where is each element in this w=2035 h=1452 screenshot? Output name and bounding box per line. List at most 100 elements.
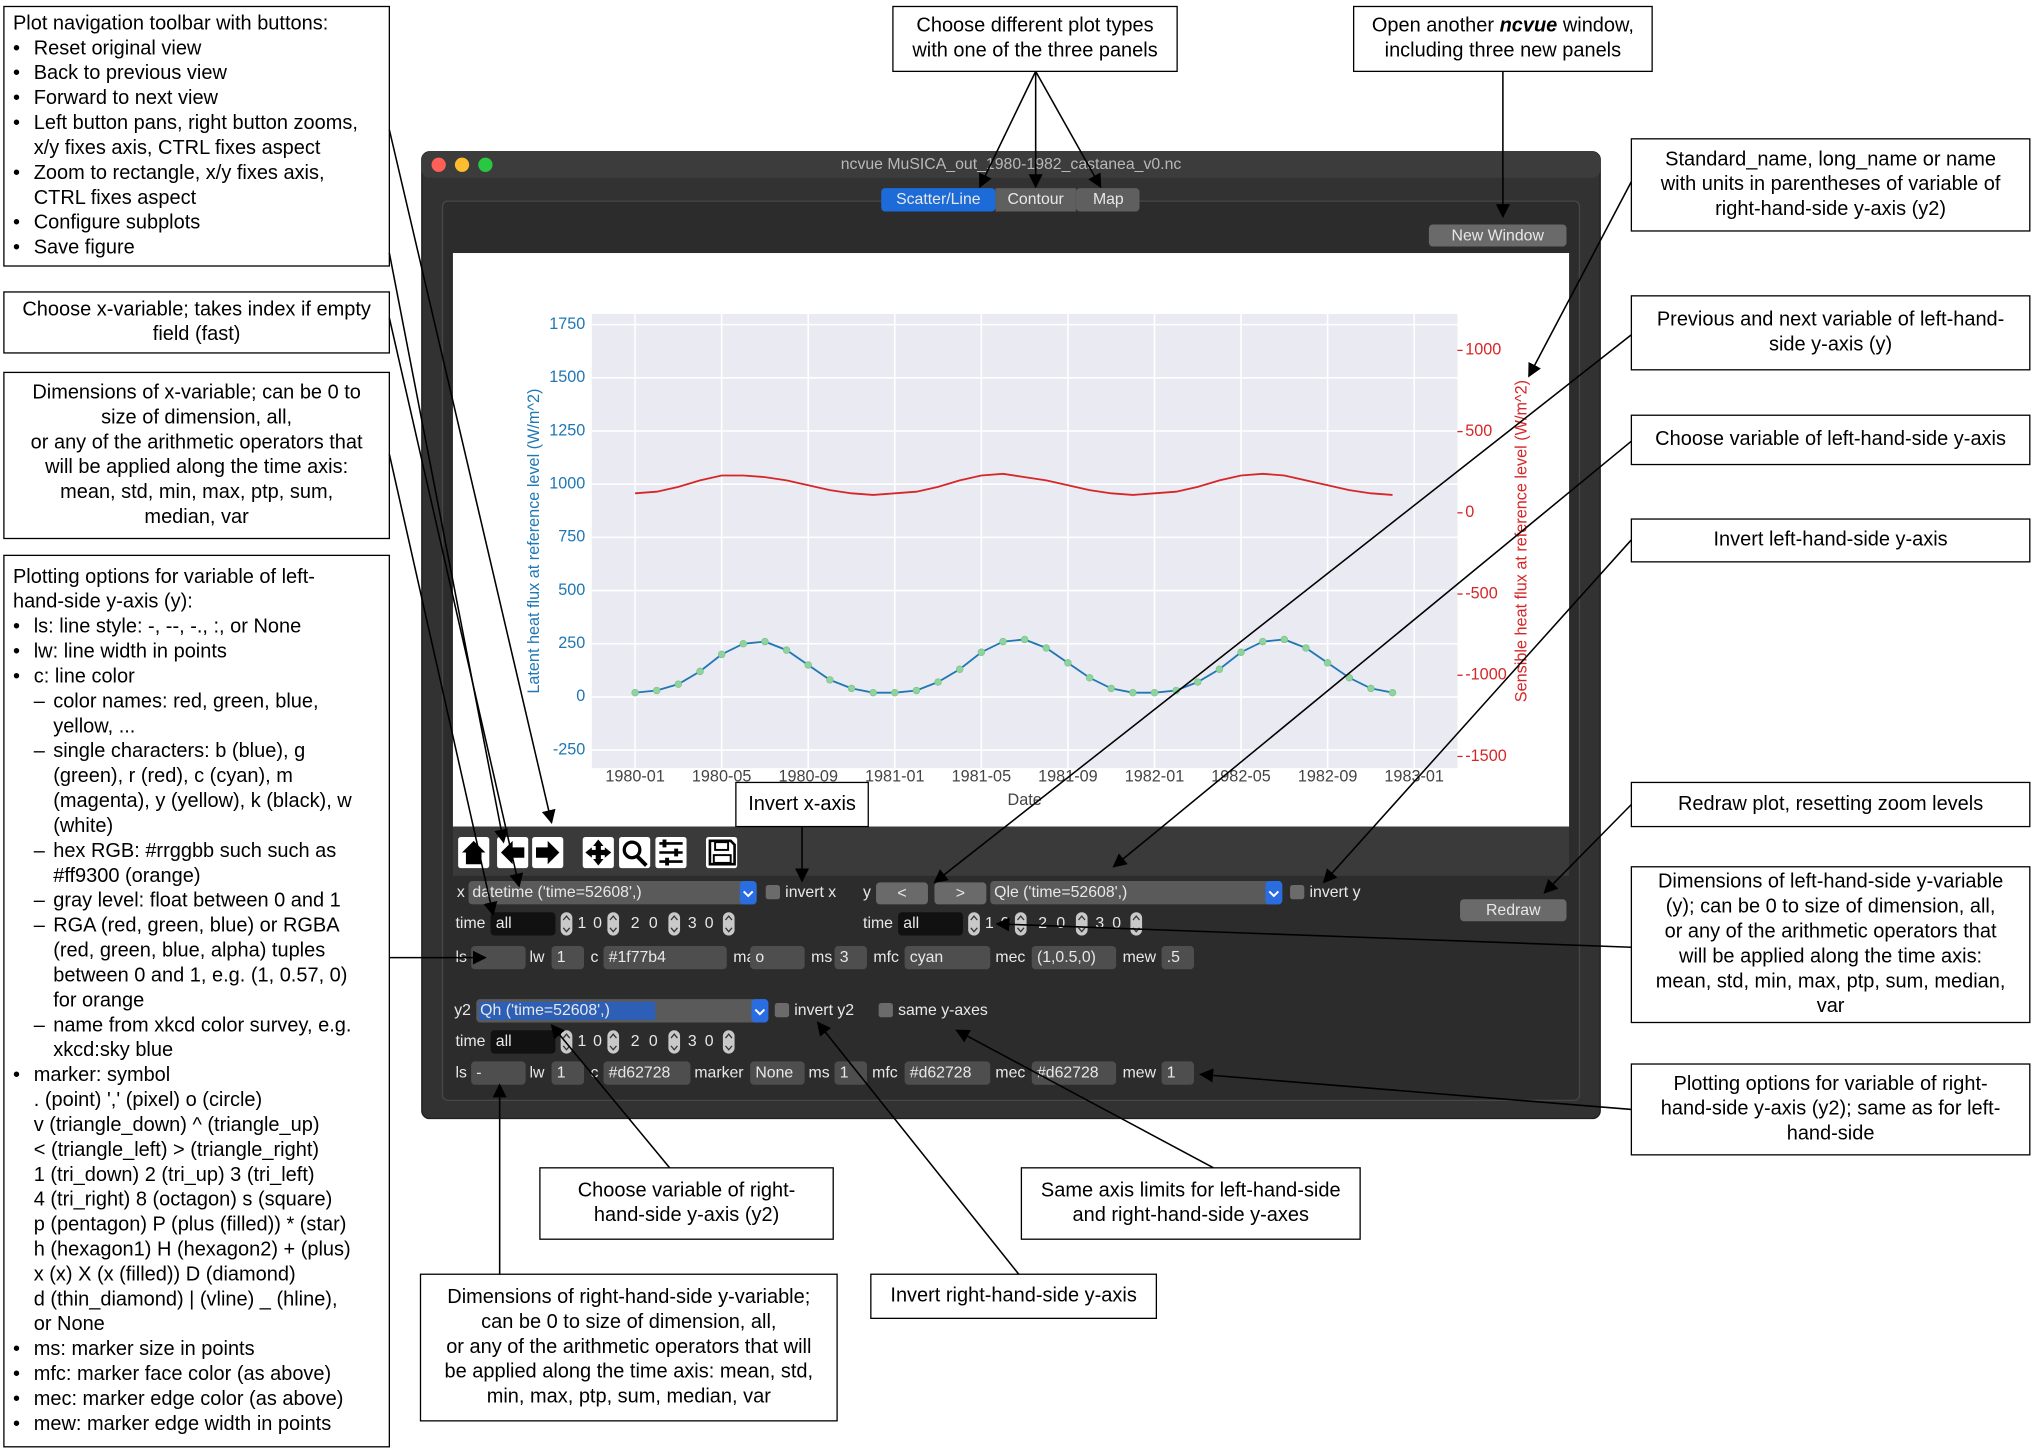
annotation-text: (red, green, blue, alpha) tuples bbox=[53, 940, 325, 962]
ui-label: 1 bbox=[557, 1064, 566, 1081]
tab[interactable] bbox=[995, 188, 1076, 212]
callout-arrow bbox=[995, 917, 1632, 949]
annotation-text: ms: marker size in points bbox=[34, 1338, 255, 1360]
annotation-text-part: Open another bbox=[1372, 15, 1500, 37]
annotation-text: with one of the three panels bbox=[911, 40, 1157, 62]
text-field[interactable] bbox=[750, 1061, 805, 1085]
annotation-text: field (fast) bbox=[153, 323, 241, 345]
spinner-arrows bbox=[724, 1033, 733, 1051]
spinner[interactable] bbox=[722, 1030, 735, 1054]
ui-label: mew bbox=[1123, 949, 1157, 966]
y2-tick-label: -1000 bbox=[1465, 666, 1506, 684]
spinner-arrows bbox=[609, 1033, 617, 1051]
marker bbox=[782, 646, 791, 654]
x-tick-label: 1980-01 bbox=[605, 768, 665, 786]
tab[interactable] bbox=[1075, 188, 1140, 212]
ui-label: all bbox=[496, 1033, 512, 1050]
checkbox[interactable] bbox=[774, 1003, 790, 1018]
tab[interactable] bbox=[881, 188, 996, 212]
text-field[interactable] bbox=[898, 912, 963, 936]
callout-arrow bbox=[388, 453, 498, 917]
text-field[interactable] bbox=[603, 1061, 691, 1085]
annotation-text: name from xkcd color survey, e.g. bbox=[53, 1014, 351, 1036]
text-field[interactable] bbox=[1161, 1061, 1195, 1085]
close-button[interactable] bbox=[431, 157, 446, 172]
text-field[interactable] bbox=[834, 1061, 867, 1085]
spinner-arrows bbox=[670, 915, 678, 933]
annotation-text: Dimensions of x-variable; can be 0 to bbox=[32, 381, 361, 403]
checkbox[interactable] bbox=[1290, 884, 1305, 900]
annotation-text: right-hand-side y-axis (y2) bbox=[1715, 198, 1946, 220]
text-field[interactable] bbox=[551, 1061, 585, 1085]
nav-button[interactable] bbox=[934, 882, 987, 905]
text-field[interactable] bbox=[834, 945, 867, 970]
combo-box[interactable] bbox=[468, 881, 757, 905]
marker bbox=[1129, 688, 1137, 697]
zoom-button[interactable] bbox=[478, 157, 493, 172]
text-field[interactable] bbox=[1161, 945, 1195, 970]
y-tick-label: 250 bbox=[558, 634, 585, 652]
annotation-bullet: – bbox=[34, 690, 46, 712]
annotation-text-part: window, bbox=[1557, 15, 1634, 37]
annotation-text: Plotting options for variable of right- bbox=[1674, 1073, 1988, 1095]
marker bbox=[804, 661, 812, 669]
callout-arrow bbox=[1034, 70, 1102, 189]
new-window-button[interactable] bbox=[1428, 224, 1567, 247]
x-tick-label: 1982-05 bbox=[1211, 768, 1271, 786]
ui-label: ms bbox=[809, 1064, 830, 1081]
spinner[interactable] bbox=[1075, 912, 1088, 936]
redraw-button[interactable] bbox=[1460, 899, 1567, 922]
annotation-text: RGA (red, green, blue) or RGBA bbox=[53, 915, 340, 937]
minimize-button[interactable] bbox=[454, 157, 470, 172]
text-field[interactable] bbox=[750, 945, 805, 970]
annotation-text: CTRL fixes aspect bbox=[34, 187, 197, 209]
save-icon bbox=[708, 839, 736, 866]
spinner[interactable] bbox=[607, 912, 620, 936]
spinner[interactable] bbox=[1014, 912, 1027, 936]
ui-label: 0 bbox=[1112, 915, 1121, 932]
text-field[interactable] bbox=[1031, 1061, 1117, 1085]
redraw-label: Redraw bbox=[1486, 902, 1541, 919]
text-field[interactable] bbox=[490, 912, 556, 936]
text-field[interactable] bbox=[904, 945, 991, 970]
ui-label: 0 bbox=[1056, 915, 1065, 932]
text-field[interactable] bbox=[904, 1061, 991, 1085]
text-field[interactable] bbox=[603, 945, 727, 970]
spinner[interactable] bbox=[722, 912, 735, 936]
annotation-text: median, var bbox=[144, 506, 249, 528]
text-field[interactable] bbox=[551, 945, 585, 970]
annotation-bullet: • bbox=[13, 1064, 20, 1086]
tab-label: Scatter/Line bbox=[896, 191, 981, 208]
spinner[interactable] bbox=[560, 912, 573, 936]
series-line bbox=[635, 472, 1393, 496]
marker bbox=[1345, 674, 1353, 682]
annotation-box bbox=[1630, 781, 2031, 828]
ui-label: #d62728 bbox=[1037, 1064, 1099, 1081]
annotation-bullet: • bbox=[13, 1338, 20, 1360]
callout-arrow bbox=[550, 1024, 671, 1169]
combo-box[interactable] bbox=[990, 881, 1283, 905]
annotation-bullet: • bbox=[13, 641, 20, 663]
annotation-text: Forward to next view bbox=[34, 87, 219, 109]
window-title: ncvue MuSICA_out_1980-1982_castanea_v0.n… bbox=[841, 156, 1182, 173]
marker bbox=[1258, 637, 1267, 646]
ui-label: Qle ('time=52608',) bbox=[994, 884, 1127, 901]
checkbox[interactable] bbox=[878, 1003, 893, 1018]
spinner[interactable] bbox=[607, 1030, 620, 1054]
home-icon bbox=[462, 840, 486, 865]
spinner[interactable] bbox=[668, 1030, 681, 1054]
callout-arrow bbox=[1528, 181, 1633, 378]
text-field[interactable] bbox=[1031, 945, 1117, 970]
ui-label: 0 bbox=[705, 1033, 714, 1050]
nav-button[interactable] bbox=[876, 882, 928, 905]
checkbox[interactable] bbox=[765, 884, 780, 900]
text-field[interactable] bbox=[471, 1061, 526, 1085]
annotation-text: yellow, ... bbox=[53, 715, 135, 737]
x-tick-label: 1982-09 bbox=[1298, 768, 1358, 786]
spinner[interactable] bbox=[968, 912, 980, 936]
spinner[interactable] bbox=[668, 912, 681, 936]
annotation-text: Choose x-variable; takes index if empty bbox=[22, 298, 371, 320]
combo-chevron bbox=[754, 1008, 766, 1016]
annotation-text: mew: marker edge width in points bbox=[34, 1413, 331, 1435]
text-field[interactable] bbox=[490, 1030, 556, 1054]
